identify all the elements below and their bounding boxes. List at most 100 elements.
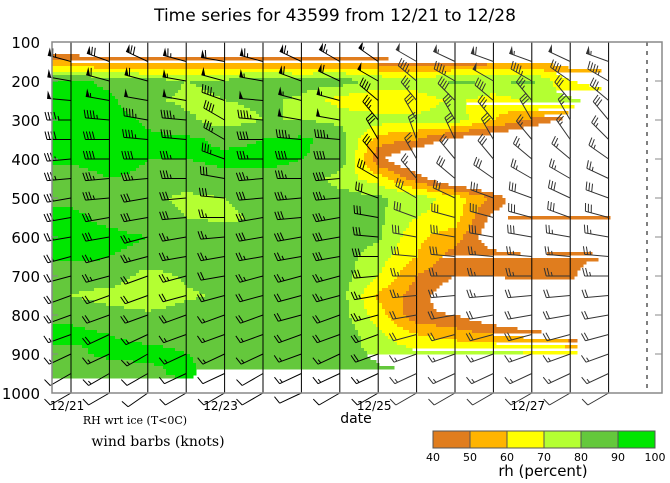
rh-contour-cell bbox=[478, 210, 494, 214]
wind-barb-pennant bbox=[277, 107, 282, 117]
wind-barb-half-feather bbox=[127, 237, 131, 242]
wind-barb-feather bbox=[43, 357, 50, 365]
wind-barb-shaft bbox=[470, 210, 494, 218]
wind-barb-feather bbox=[388, 333, 394, 341]
rh-contour-cell bbox=[463, 237, 479, 241]
rh-contour-cell bbox=[184, 81, 191, 85]
wind-barb-shaft bbox=[125, 295, 148, 305]
rh-contour-cell bbox=[121, 105, 182, 109]
rh-contour-cell bbox=[52, 162, 146, 166]
rh-contour-cell bbox=[172, 96, 221, 100]
rh-contour-cell bbox=[523, 351, 578, 355]
wind-barb-half-feather bbox=[432, 357, 436, 362]
rh-contour-cell bbox=[565, 345, 578, 349]
rh-contour-cell bbox=[325, 177, 359, 181]
wind-barb-feather bbox=[481, 112, 488, 120]
rh-contour-cell bbox=[469, 225, 485, 229]
wind-barb-feather bbox=[542, 333, 548, 341]
wind-barb-half-feather bbox=[125, 339, 130, 344]
wind-barb-feather bbox=[280, 150, 284, 160]
wind-barb-feather bbox=[200, 230, 205, 239]
rh-contour-cell bbox=[142, 342, 362, 346]
wind-barb bbox=[86, 67, 110, 82]
wind-barb-shaft bbox=[165, 392, 187, 406]
colorbar-tick-label: 100 bbox=[645, 451, 666, 464]
wind-barb-pennant bbox=[319, 42, 324, 52]
wind-barb-feather bbox=[397, 179, 402, 188]
wind-barb-feather bbox=[123, 213, 128, 222]
wind-barb-feather bbox=[274, 211, 278, 220]
wind-barb-shaft bbox=[126, 373, 149, 386]
wind-barb-feather bbox=[313, 150, 317, 160]
rh-contour-cell bbox=[151, 129, 344, 133]
wind-barb-feather bbox=[85, 150, 89, 160]
wind-barb-half-feather bbox=[87, 359, 91, 364]
wind-barb-shaft bbox=[239, 256, 264, 262]
wind-barb-shaft bbox=[162, 275, 187, 283]
wind-barb bbox=[468, 224, 494, 238]
wind-barb-half-feather bbox=[358, 315, 362, 320]
wind-barb-shaft bbox=[239, 76, 264, 82]
wind-barb-feather bbox=[169, 110, 172, 119]
rh-contour-cell bbox=[394, 141, 434, 145]
wind-barb-feather bbox=[235, 357, 242, 365]
rh-contour-cell bbox=[385, 207, 431, 211]
wind-barb-feather bbox=[395, 177, 399, 187]
wind-barb-feather bbox=[86, 109, 89, 119]
rh-contour-cell bbox=[376, 150, 401, 154]
rh-contour-cell bbox=[178, 276, 353, 280]
wind-barb-half-feather bbox=[279, 378, 283, 383]
wind-barb-feather bbox=[400, 180, 404, 190]
wind-barb-feather bbox=[396, 246, 400, 256]
wind-barb-feather bbox=[120, 277, 126, 285]
wind-barb-feather bbox=[553, 137, 559, 146]
wind-barb-half-feather bbox=[368, 104, 372, 109]
rh-contour-cell bbox=[307, 153, 347, 157]
wind-barb-feather bbox=[240, 109, 243, 119]
rh-contour-cell bbox=[52, 204, 176, 208]
wind-barb-shaft bbox=[584, 232, 609, 238]
wind-barb-half-feather bbox=[437, 49, 440, 54]
rh-contour-cell bbox=[406, 291, 434, 295]
rh-contour-cell bbox=[337, 105, 437, 109]
wind-barb-feather bbox=[131, 109, 134, 118]
rh-contour-cell bbox=[301, 93, 350, 97]
wind-barb bbox=[44, 373, 72, 386]
wind-barb-half-feather bbox=[550, 271, 553, 277]
wind-barb-feather bbox=[554, 62, 559, 71]
wind-barb bbox=[584, 203, 609, 218]
wind-barb bbox=[427, 310, 456, 320]
wind-barb-shaft bbox=[470, 189, 494, 199]
wind-barb-shaft bbox=[200, 195, 225, 199]
wind-barb-half-feather bbox=[406, 69, 410, 74]
wind-barb-feather bbox=[557, 115, 564, 123]
wind-barb-feather bbox=[314, 129, 317, 138]
wind-barb-shaft bbox=[392, 253, 417, 257]
rh-contour-cell bbox=[148, 159, 194, 163]
wind-barb-feather bbox=[84, 273, 90, 282]
wind-barb-feather bbox=[245, 131, 249, 140]
rh-contour-cell bbox=[445, 99, 467, 103]
rh-contour-cell bbox=[409, 285, 440, 289]
wind-barb-shaft bbox=[589, 84, 609, 101]
wind-barb-feather bbox=[246, 110, 249, 119]
wind-barb-feather bbox=[584, 310, 589, 319]
wind-barb-feather bbox=[91, 150, 95, 160]
rh-contour-cell bbox=[52, 153, 308, 157]
wind-barb-shaft bbox=[357, 392, 379, 406]
rh-contour-cell bbox=[355, 165, 368, 169]
rh-contour-cell bbox=[376, 297, 404, 301]
rh-contour-cell bbox=[436, 198, 467, 202]
wind-barb-feather bbox=[594, 96, 601, 105]
wind-barb-shaft bbox=[548, 50, 571, 62]
wind-barb bbox=[318, 42, 341, 62]
wind-barb-feather bbox=[165, 191, 169, 200]
wind-barb-half-feather bbox=[202, 337, 206, 342]
wind-barb bbox=[439, 133, 456, 160]
wind-barb-feather bbox=[82, 379, 89, 386]
wind-barb bbox=[197, 353, 225, 365]
wind-barb-shaft bbox=[554, 81, 571, 101]
wind-barb-pennant bbox=[86, 67, 91, 76]
rh-contour-cell bbox=[52, 318, 353, 322]
